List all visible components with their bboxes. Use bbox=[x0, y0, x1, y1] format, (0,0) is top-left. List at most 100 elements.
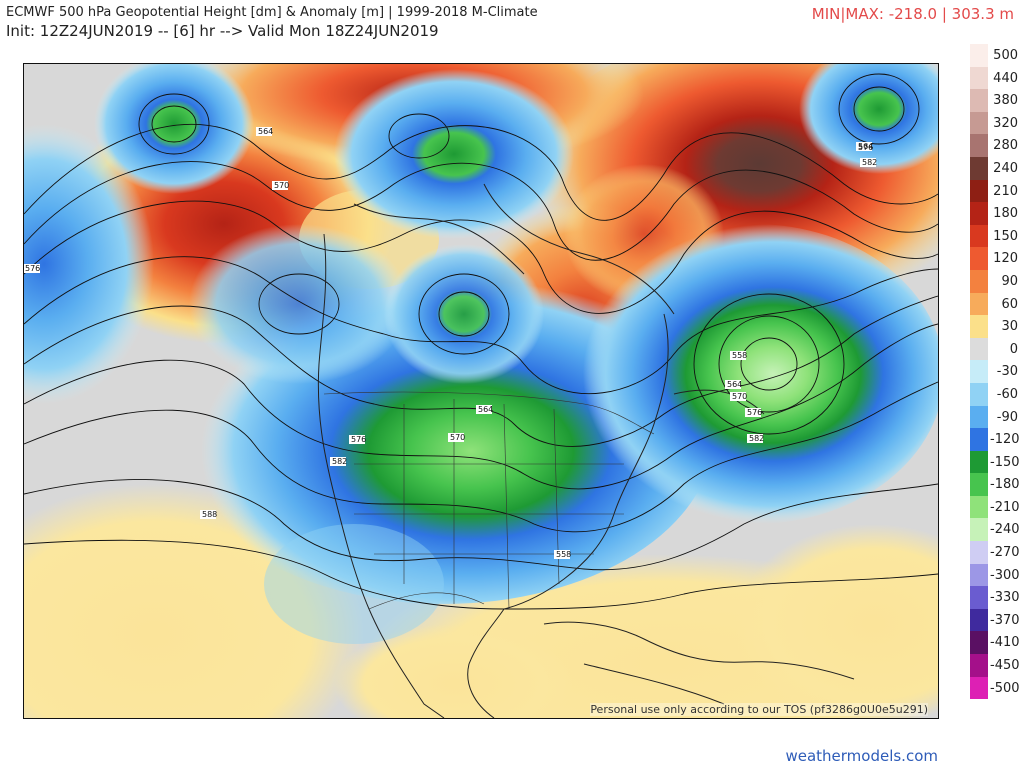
legend-swatch bbox=[970, 224, 988, 248]
cold-anomaly-canadian-arctic bbox=[334, 69, 574, 239]
legend-swatch bbox=[970, 111, 988, 135]
legend-label: 380 bbox=[993, 93, 1018, 109]
contour-label: 576 bbox=[747, 408, 762, 417]
legend-entry: 440 bbox=[968, 66, 1024, 90]
contour-labels: 564 570 576 564 576 582 558 564 570 576 … bbox=[24, 127, 877, 559]
legend-swatch bbox=[970, 247, 988, 270]
legend-entry: 0 bbox=[968, 337, 1024, 361]
legend-entry: -450 bbox=[968, 654, 1024, 677]
legend-label: -270 bbox=[990, 545, 1020, 561]
contour-label: 564 bbox=[478, 405, 493, 414]
legend-entry: 30 bbox=[968, 315, 1024, 338]
legend-entry: -180 bbox=[968, 473, 1024, 496]
legend-entry: 210 bbox=[968, 179, 1024, 203]
legend-entry: 150 bbox=[968, 224, 1024, 248]
legend-label: 210 bbox=[993, 183, 1018, 199]
legend-entry: 180 bbox=[968, 202, 1024, 225]
legend-swatch bbox=[970, 495, 988, 519]
legend-swatch bbox=[970, 405, 988, 429]
contour-label: 582 bbox=[332, 457, 347, 466]
legend-label: 90 bbox=[1001, 273, 1018, 289]
legend-swatch bbox=[970, 382, 988, 406]
legend-entry: -120 bbox=[968, 428, 1024, 451]
legend-label: 30 bbox=[1001, 319, 1018, 335]
legend-label: -500 bbox=[990, 680, 1020, 696]
legend-label: -90 bbox=[996, 409, 1018, 425]
legend-entry: 320 bbox=[968, 111, 1024, 135]
legend-entry: -60 bbox=[968, 382, 1024, 406]
legend-swatch bbox=[970, 586, 988, 609]
legend-label: -370 bbox=[990, 612, 1020, 628]
legend-entry: -210 bbox=[968, 495, 1024, 519]
legend-label: -410 bbox=[990, 635, 1020, 651]
legend-swatch bbox=[970, 337, 988, 361]
legend-label: -150 bbox=[990, 454, 1020, 470]
cold-anomaly-bering bbox=[94, 64, 254, 194]
legend-label: 180 bbox=[993, 206, 1018, 222]
contour-label: 576 bbox=[25, 264, 40, 273]
contour-label: 558 bbox=[556, 550, 571, 559]
legend-swatch bbox=[970, 518, 988, 542]
contour-label: 582 bbox=[749, 434, 764, 443]
contour-label: 570 bbox=[732, 392, 747, 401]
cold-anomaly-gulf-of-alaska bbox=[189, 224, 409, 384]
legend-label: 320 bbox=[993, 115, 1018, 131]
init-valid-time: Init: 12Z24JUN2019 -- [6] hr --> Valid M… bbox=[6, 22, 439, 40]
contour-label: 570 bbox=[450, 433, 465, 442]
brand-link[interactable]: weathermodels.com bbox=[785, 747, 938, 765]
legend-label: 240 bbox=[993, 160, 1018, 176]
anomaly-area-mexico bbox=[334, 624, 574, 718]
contour-label: 564 bbox=[858, 142, 873, 151]
legend-entry: 120 bbox=[968, 247, 1024, 270]
legend-label: -180 bbox=[990, 477, 1020, 493]
legend-swatch bbox=[970, 360, 988, 383]
contour-label: 576 bbox=[351, 435, 366, 444]
legend-label: 0 bbox=[1009, 341, 1018, 357]
legend-entry: 380 bbox=[968, 89, 1024, 112]
legend-entry: -150 bbox=[968, 450, 1024, 474]
legend-swatch bbox=[970, 134, 988, 157]
legend-swatch bbox=[970, 473, 988, 496]
legend-swatch bbox=[970, 44, 988, 67]
legend-label: -210 bbox=[990, 499, 1020, 515]
legend-label: -450 bbox=[990, 658, 1020, 674]
min-max-readout: MIN|MAX: -218.0 | 303.3 m bbox=[811, 5, 1014, 23]
contour-label: 576 bbox=[858, 143, 873, 152]
legend-entry: 60 bbox=[968, 292, 1024, 316]
legend-label: 120 bbox=[993, 251, 1018, 267]
legend-entry: -270 bbox=[968, 541, 1024, 564]
legend-label: -240 bbox=[990, 522, 1020, 538]
coastlines bbox=[317, 183, 855, 718]
legend-swatch bbox=[970, 179, 988, 203]
legend-entry: -500 bbox=[968, 676, 1024, 700]
legend-label: -120 bbox=[990, 432, 1020, 448]
legend-entry: 240 bbox=[968, 156, 1024, 180]
legend-label: 280 bbox=[993, 138, 1018, 154]
legend-swatch bbox=[970, 450, 988, 474]
anomaly-area-atlantic bbox=[734, 524, 938, 718]
legend-label: -30 bbox=[996, 364, 1018, 380]
legend-swatch bbox=[970, 676, 988, 700]
legend-entry: 90 bbox=[968, 269, 1024, 293]
legend-entry: -410 bbox=[968, 631, 1024, 655]
legend-entry: -300 bbox=[968, 563, 1024, 587]
legend-label: -60 bbox=[996, 386, 1018, 402]
cold-anomaly-atlantic-canada bbox=[564, 224, 938, 524]
contour-label: 588 bbox=[202, 510, 217, 519]
legend-entry: -90 bbox=[968, 405, 1024, 429]
usage-disclaimer: Personal use only according to our TOS (… bbox=[590, 703, 928, 716]
legend-label: -300 bbox=[990, 567, 1020, 583]
legend-label: 150 bbox=[993, 228, 1018, 244]
legend-swatch bbox=[970, 608, 988, 632]
contour-label: 564 bbox=[727, 380, 742, 389]
legend-swatch bbox=[970, 631, 988, 655]
legend-entry: 280 bbox=[968, 134, 1024, 157]
anomaly-map[interactable]: 564 570 576 564 576 582 558 564 570 576 … bbox=[23, 63, 939, 719]
legend-label: 60 bbox=[1001, 296, 1018, 312]
color-legend: 500 440 380 320 280 240 210 180 150 120 90 60 30 0 -30… bbox=[968, 44, 1024, 700]
legend-swatch bbox=[970, 156, 988, 180]
cold-anomaly-manitoba bbox=[384, 244, 544, 384]
legend-swatch bbox=[970, 315, 988, 338]
legend-entry: -240 bbox=[968, 518, 1024, 542]
legend-swatch bbox=[970, 292, 988, 316]
